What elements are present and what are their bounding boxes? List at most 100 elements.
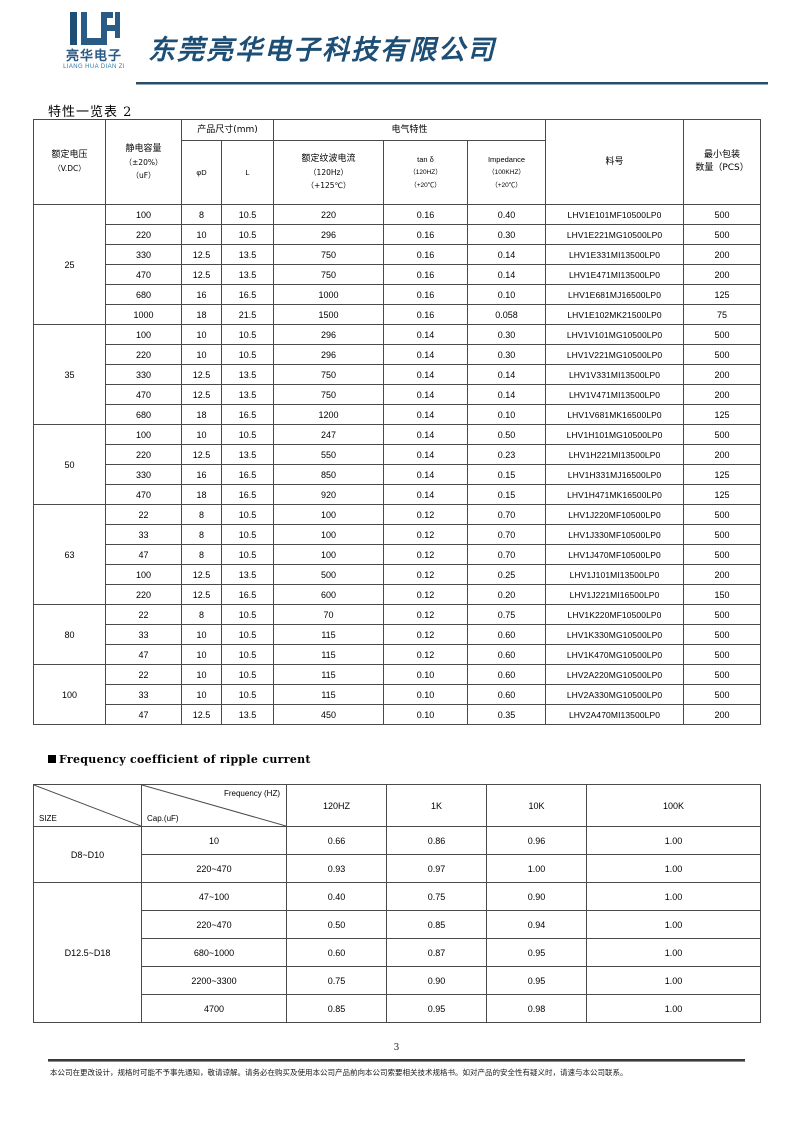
- cell-tan-delta: 0.14: [383, 364, 468, 385]
- cell-length: 13.5: [221, 264, 274, 285]
- cell-ripple-current: 750: [273, 384, 384, 405]
- cell-length: 10.5: [221, 224, 274, 245]
- cell-10k: 0.90: [486, 882, 587, 911]
- cell-100k: 1.00: [586, 854, 761, 883]
- cell-part-number: LHV1E221MG10500LP0: [545, 224, 685, 245]
- cell-diameter: 8: [181, 544, 222, 565]
- table-row: 80 22 8 10.5 70 0.12 0.75 LHV1K220MF10500LP0 500: [33, 604, 762, 665]
- cell-length: 13.5: [221, 444, 274, 465]
- cell-capacitance: 33: [105, 684, 182, 705]
- cell-capacitance: 47: [105, 544, 182, 565]
- table-row: 330 16 16.5 850 0.14 0.15 LHV1H331MJ16500LP0 12…: [34, 464, 762, 485]
- cell-diameter: 10: [181, 224, 222, 245]
- cell-diameter: 10: [181, 324, 222, 345]
- cell-tan-delta: 0.12: [383, 644, 468, 665]
- cell-diameter: 10: [181, 344, 222, 365]
- frequency-coefficient-table: SIZE Frequency (HZ) Cap.(uF) 120HZ 1K 10…: [33, 784, 761, 1023]
- cell-ripple-current: 296: [273, 344, 384, 365]
- cell-1k: 0.75: [386, 882, 487, 911]
- cell-min-package: 125: [683, 404, 762, 425]
- cell-min-package: 500: [683, 544, 762, 565]
- table-row: 330 12.5 13.5 750 0.16 0.14 LHV1E331MI13500LP0…: [34, 244, 762, 265]
- cell-part-number: LHV1J470MF10500LP0: [545, 544, 685, 565]
- cell-cap-range: 220~470: [141, 910, 287, 939]
- cell-impedance: 0.70: [466, 504, 547, 525]
- cell-ripple-current: 1000: [273, 284, 384, 305]
- cell-ripple-current: 100: [273, 544, 384, 565]
- cell-impedance: 0.30: [466, 224, 547, 245]
- cell-min-package: 150: [683, 584, 762, 605]
- cell-1k: 0.85: [386, 910, 487, 939]
- table-row: 47 8 10.5 100 0.12 0.70 LHV1J470MF10500LP0 500: [34, 544, 762, 565]
- cell-impedance: 0.75: [466, 604, 547, 625]
- cell-length: 10.5: [221, 664, 274, 685]
- cell-diameter: 16: [181, 464, 222, 485]
- cell-diameter: 12.5: [181, 564, 222, 585]
- cell-part-number: LHV1V101MG10500LP0: [545, 324, 685, 345]
- cell-tan-delta: 0.10: [383, 684, 468, 705]
- table-row: D12.5~D18 47~100 0.40 0.75 0.90 1.00: [33, 882, 761, 1023]
- cell-120hz: 0.60: [286, 938, 387, 967]
- freq-col-100k: 100K: [586, 784, 761, 827]
- cell-10k: 0.95: [486, 938, 587, 967]
- footer-divider: [48, 1059, 745, 1062]
- cell-length: 16.5: [221, 404, 274, 425]
- cell-min-package: 500: [683, 224, 762, 245]
- cell-1k: 0.97: [386, 854, 487, 883]
- cell-diameter: 12.5: [181, 264, 222, 285]
- cell-min-package: 200: [683, 364, 762, 385]
- cell-ripple-current: 247: [273, 424, 384, 445]
- table-row: 220 10 10.5 296 0.14 0.30 LHV1V221MG10500LP0 50…: [34, 344, 762, 365]
- cell-impedance: 0.058: [466, 304, 547, 325]
- cell-length: 10.5: [221, 204, 274, 225]
- cell-capacitance: 47: [105, 644, 182, 665]
- cell-tan-delta: 0.16: [383, 284, 468, 305]
- cell-length: 10.5: [221, 644, 274, 665]
- cell-min-package: 125: [683, 284, 762, 305]
- cell-impedance: 0.35: [466, 704, 547, 725]
- label-frequency: Frequency (HZ): [223, 789, 280, 798]
- cell-tan-delta: 0.14: [383, 464, 468, 485]
- cell-impedance: 0.23: [466, 444, 547, 465]
- cell-ripple-current: 550: [273, 444, 384, 465]
- cell-part-number: LHV1E681MJ16500LP0: [545, 284, 685, 305]
- cell-100k: 1.00: [586, 910, 761, 939]
- table-row: 2200~3300 0.75 0.90 0.95 1.00: [34, 966, 761, 995]
- cell-120hz: 0.66: [286, 826, 387, 855]
- cell-ripple-current: 750: [273, 244, 384, 265]
- cell-diameter: 18: [181, 484, 222, 505]
- cell-10k: 0.95: [486, 966, 587, 995]
- cell-tan-delta: 0.14: [383, 384, 468, 405]
- table-row: 220 12.5 16.5 600 0.12 0.20 LHV1J221MI16500LP0…: [34, 584, 762, 605]
- cell-part-number: LHV1V471MI13500LP0: [545, 384, 685, 405]
- cell-120hz: 0.75: [286, 966, 387, 995]
- logo-chinese-text: 亮华电子: [65, 49, 122, 64]
- freq-header-row: SIZE Frequency (HZ) Cap.(uF) 120HZ 1K 10…: [33, 784, 761, 827]
- cell-tan-delta: 0.16: [383, 244, 468, 265]
- cell-min-package: 200: [683, 704, 762, 725]
- table-row: 47 10 10.5 115 0.12 0.60 LHV1K470MG10500LP0 500: [34, 644, 762, 665]
- cell-min-package: 500: [683, 664, 762, 685]
- cell-ripple-current: 750: [273, 364, 384, 385]
- cell-100k: 1.00: [586, 882, 761, 911]
- table-row: 470 12.5 13.5 750 0.16 0.14 LHV1E471MI13500LP0…: [34, 264, 762, 285]
- cell-capacitance: 470: [105, 484, 182, 505]
- col-dimensions-group: 产品尺寸(mm): [181, 119, 274, 141]
- cell-tan-delta: 0.16: [383, 224, 468, 245]
- cell-diameter: 12.5: [181, 244, 222, 265]
- cell-ripple-current: 100: [273, 504, 384, 525]
- table-row: 680 16 16.5 1000 0.16 0.10 LHV1E681MJ16500LP0 1…: [34, 284, 762, 305]
- header-corner-size: SIZE: [33, 784, 142, 827]
- cell-impedance: 0.14: [466, 244, 547, 265]
- table-row: 220 12.5 13.5 550 0.14 0.23 LHV1H221MI13500LP0…: [34, 444, 762, 465]
- cell-length: 16.5: [221, 584, 274, 605]
- cell-tan-delta: 0.12: [383, 544, 468, 565]
- cell-length: 16.5: [221, 484, 274, 505]
- cell-min-package: 500: [683, 344, 762, 365]
- frequency-section-title: Frequency coefficient of ripple current: [48, 753, 311, 766]
- cell-diameter: 10: [181, 644, 222, 665]
- cell-diameter: 18: [181, 304, 222, 325]
- cell-length: 10.5: [221, 544, 274, 565]
- cell-length: 10.5: [221, 504, 274, 525]
- table-row: 330 12.5 13.5 750 0.14 0.14 LHV1V331MI13500LP0…: [34, 364, 762, 385]
